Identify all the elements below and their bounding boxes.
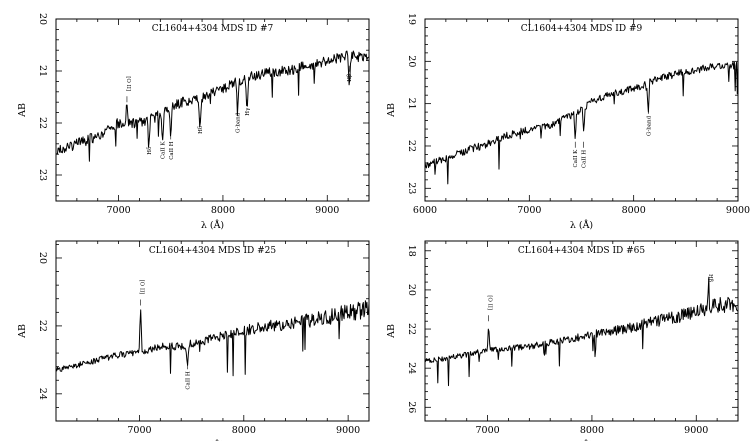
spectrum-panel-1: 7000 8000 9000 20 21 22 23 λ (Å) AB CL1604+4304 M… — [17, 13, 370, 231]
y-tick-label: 21 — [37, 65, 48, 77]
line-id-label: [O II] — [125, 76, 131, 91]
x-axis-label: λ (Å) — [201, 439, 224, 441]
y-axis-label: AB — [386, 324, 397, 339]
spectrum-line — [424, 61, 739, 185]
line-id-label: G-band — [646, 115, 652, 136]
line-id-label: CaII H — [169, 141, 175, 160]
x-axis-label: λ (Å) — [201, 219, 224, 231]
y-tick-label: 22 — [406, 140, 417, 152]
y-axis-label: AB — [386, 103, 397, 118]
y-tick-label: 24 — [37, 388, 48, 400]
panel-frame — [424, 240, 739, 422]
y-tick-label: 20 — [37, 252, 48, 264]
x-tick-label: 6000 — [413, 205, 437, 216]
x-axis-label: λ (Å) — [570, 439, 593, 441]
x-tick-label: 8000 — [580, 425, 604, 436]
panel-frame — [424, 18, 739, 202]
x-tick-label: 7000 — [476, 425, 500, 436]
x-tick-label: 8000 — [211, 205, 235, 216]
y-tick-label: 22 — [406, 323, 417, 335]
line-id-label: [O II] — [487, 295, 493, 310]
x-tick-label: 8000 — [622, 205, 646, 216]
line-id-label: Hδ — [147, 146, 153, 155]
line-id-label: Hβ — [707, 274, 713, 282]
x-tick-label: 8000 — [232, 425, 256, 436]
line-id-label: Hβ — [347, 74, 353, 82]
x-tick-label: 9000 — [315, 205, 339, 216]
x-axis-label: λ (Å) — [570, 219, 593, 231]
y-tick-label: 23 — [37, 169, 48, 181]
panel-title: CL1604+4304 MDS ID #7 — [152, 24, 274, 34]
line-id-label: CaII H — [185, 371, 191, 390]
panel-title: CL1604+4304 MDS ID #65 — [518, 246, 645, 256]
y-axis-label: AB — [17, 324, 28, 339]
line-id-label: CaII H — [582, 150, 588, 169]
y-tick-label: 20 — [406, 55, 417, 67]
y-tick-label: 22 — [37, 320, 48, 332]
line-id-label: CaII K — [160, 141, 166, 160]
spectrum-panel-2: 6000 7000 8000 9000 19 20 21 22 23 λ (Å) AB CL1604+… — [386, 13, 750, 231]
x-tick-label: 7000 — [107, 205, 131, 216]
x-tick-label: 7000 — [517, 205, 541, 216]
panel-title: CL1604+4304 MDS ID #9 — [521, 24, 643, 34]
x-tick-label: 7000 — [127, 425, 151, 436]
y-tick-label: 26 — [406, 401, 417, 413]
y-tick-label: 22 — [37, 117, 48, 129]
panel-title: CL1604+4304 MDS ID #25 — [149, 246, 276, 256]
y-tick-label: 20 — [406, 284, 417, 296]
y-tick-label: 20 — [37, 13, 48, 25]
y-tick-label: 21 — [406, 98, 417, 110]
y-tick-label: 18 — [406, 245, 417, 257]
spectrum-panel-3: 7000 8000 9000 20 22 24 λ (Å) AB CL1604+4304 MDS… — [17, 240, 370, 441]
spectrum-line — [424, 276, 739, 387]
spectrum-panel-4: 7000 8000 9000 18 20 22 24 26 λ (Å) AB CL1604+4304… — [386, 240, 739, 441]
spectrum-line — [55, 300, 370, 377]
panel-frame — [55, 18, 370, 202]
spectrum-line — [55, 50, 370, 162]
x-tick-label: 9000 — [684, 425, 708, 436]
y-tick-label: 23 — [406, 182, 417, 194]
line-id-label: CaII K — [573, 149, 579, 168]
x-tick-label: 9000 — [336, 425, 360, 436]
x-tick-label: 9000 — [726, 205, 750, 216]
y-axis-label: AB — [17, 103, 28, 118]
line-id-label: Hδ — [198, 125, 204, 134]
line-id-label: Hγ — [245, 107, 251, 116]
panel-frame — [55, 240, 370, 422]
y-tick-label: 19 — [406, 13, 417, 25]
line-id-label: [O II] — [139, 280, 145, 295]
line-id-label: G-band — [236, 112, 242, 133]
y-tick-label: 24 — [406, 362, 417, 374]
